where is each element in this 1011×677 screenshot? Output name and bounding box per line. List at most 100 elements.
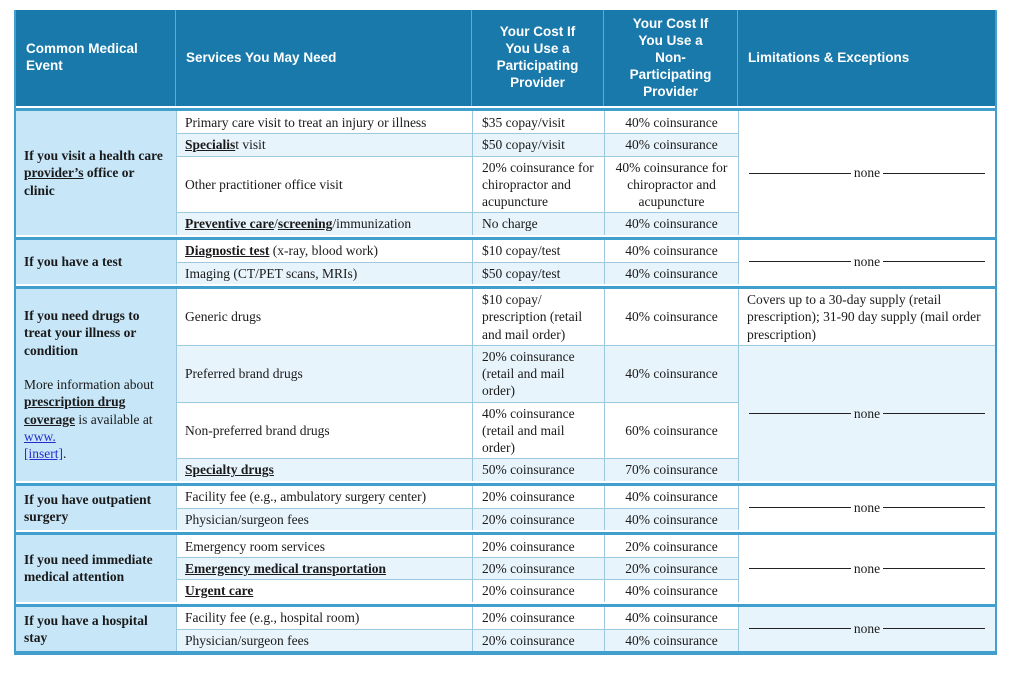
text-segment: provider’s [24, 165, 84, 181]
col-header-participating-provider-cost: Your Cost If You Use a Participating Pro… [472, 10, 604, 107]
non-participating-cost-value: 40% coinsurance [625, 114, 718, 130]
service-cell: Non-preferred brand drugs [176, 401, 472, 459]
dash-line [883, 172, 985, 174]
participating-cost-cell: 20% coinsurance [472, 535, 604, 558]
limitations-cell: none [738, 606, 995, 652]
text-segment: office or clinic [24, 165, 135, 198]
participating-cost-value: 20% coinsurance [482, 561, 575, 577]
table-header-row: Common Medical Event Services You May Ne… [16, 10, 995, 107]
col-header-non-participating-provider-cost: Your Cost If You Use a Non- Participatin… [604, 10, 738, 107]
limitations-text: Covers up to a 30-day supply (retail pre… [747, 291, 981, 342]
event-cell: If you visit a health care provider’s of… [16, 111, 176, 235]
non-participating-cost-value: 60% coinsurance [625, 422, 718, 438]
participating-cost-cell: 40% coinsurance (retail and mail order) [472, 401, 604, 459]
participating-cost-value: No charge [482, 216, 538, 232]
coverage-section: If you have outpatient surgery Facility f… [16, 482, 995, 531]
non-participating-cost-value: 40% coinsurance [625, 511, 718, 527]
participating-cost-cell: $10 copay/test [472, 239, 604, 262]
text-segment: Physician/surgeon fees [185, 511, 309, 527]
participating-cost-value: $35 copay/visit [482, 114, 565, 130]
event-cell: If you have outpatient surgery [16, 485, 176, 531]
non-participating-cost-value: 40% coinsurance [625, 243, 718, 259]
text-segment: Urgent care [185, 583, 254, 599]
dash-line [883, 261, 985, 263]
participating-cost-value: 40% coinsurance (retail and mail order) [482, 405, 575, 456]
dash-line [749, 172, 851, 174]
non-participating-cost-cell: 40% coinsurance for chiropractor and acu… [604, 155, 738, 213]
limitations-cell: none [738, 111, 995, 235]
event-cell: If you need drugs to treat your illness … [16, 288, 176, 481]
service-cell: Facility fee (e.g., ambulatory surgery c… [176, 485, 472, 508]
text-segment: t visit [235, 137, 266, 153]
participating-cost-value: 20% coinsurance (retail and mail order) [482, 348, 575, 399]
limitations-cell: none [738, 535, 995, 602]
participating-cost-cell: 50% coinsurance [472, 458, 604, 481]
text-segment: Emergency room services [185, 538, 325, 554]
event-cell: If you need immediate medical attention [16, 535, 176, 602]
non-participating-cost-cell: 40% coinsurance [604, 485, 738, 508]
participating-cost-cell: 20% coinsurance (retail and mail order) [472, 344, 604, 402]
service-cell: Imaging (CT/PET scans, MRIs) [176, 261, 472, 284]
dash-line [749, 567, 851, 569]
text-segment: Non-preferred brand drugs [185, 422, 330, 438]
service-cell: Physician/surgeon fees [176, 628, 472, 652]
none-label: none [853, 165, 881, 181]
non-participating-cost-cell: 40% coinsurance [604, 344, 738, 402]
dash-line [883, 628, 985, 630]
participating-cost-cell: 20% coinsurance [472, 557, 604, 580]
none-indicator: none [747, 499, 987, 516]
service-cell: Specialist visit [176, 133, 472, 156]
text-segment: If you have a hospital stay [24, 612, 148, 645]
dash-line [883, 412, 985, 414]
non-participating-cost-value: 40% coinsurance [625, 309, 718, 325]
non-participating-cost-cell: 40% coinsurance [604, 212, 738, 235]
text-segment: /immunization [332, 216, 412, 232]
text-segment: Diagnostic test [185, 243, 270, 259]
service-cell: Specialty drugs [176, 458, 472, 481]
text-segment: . [62, 446, 67, 462]
none-indicator: none [747, 405, 987, 422]
text-segment: Generic drugs [185, 309, 262, 325]
text-segment: Facility fee (e.g., ambulatory surgery c… [185, 489, 427, 505]
non-participating-cost-value: 40% coinsurance [625, 366, 718, 382]
participating-cost-cell: No charge [472, 212, 604, 235]
participating-cost-cell: $35 copay/visit [472, 111, 604, 134]
section-divider-gap: If you need drugs to treat your illness … [16, 283, 995, 481]
service-cell: Other practitioner office visit [176, 155, 472, 213]
text-segment: / [274, 216, 278, 232]
participating-cost-value: 20% coinsurance [482, 538, 575, 554]
text-segment: screening [277, 216, 333, 232]
non-participating-cost-value: 40% coinsurance [625, 610, 718, 626]
service-cell: Preventive care/screening/immunization [176, 212, 472, 235]
participating-cost-cell: 20% coinsurance [472, 485, 604, 508]
event-cell: If you have a hospital stay [16, 606, 176, 652]
text-segment: If you have a test [24, 254, 123, 270]
section-divider-gap: If you have a test Diagnostic test (x-ray… [16, 234, 995, 284]
non-participating-cost-cell: 20% coinsurance [604, 535, 738, 558]
non-participating-cost-value: 40% coinsurance for chiropractor and acu… [615, 159, 728, 210]
limitations-cell: none [738, 239, 995, 284]
dash-line [749, 507, 851, 509]
dash-line [883, 567, 985, 569]
text-segment: Specialis [185, 137, 236, 153]
non-participating-cost-value: 70% coinsurance [625, 462, 718, 478]
participating-cost-value: $10 copay/test [482, 243, 561, 259]
participating-cost-value: $50 copay/visit [482, 137, 565, 153]
service-cell: Facility fee (e.g., hospital room) [176, 606, 472, 629]
coverage-section: If you have a hospital stay Facility fee … [16, 603, 995, 652]
table-body: If you visit a health care provider’s of… [16, 106, 995, 652]
participating-cost-value: 20% coinsurance [482, 632, 575, 648]
event-cell: If you have a test [16, 239, 176, 284]
text-segment: is available at [74, 411, 153, 427]
non-participating-cost-cell: 40% coinsurance [604, 111, 738, 134]
section-divider-gap: If you need immediate medical attention E… [16, 530, 995, 602]
section-divider-gap: If you have a hospital stay Facility fee … [16, 601, 995, 652]
non-participating-cost-value: 20% coinsurance [625, 538, 718, 554]
non-participating-cost-value: 20% coinsurance [625, 561, 718, 577]
non-participating-cost-cell: 40% coinsurance [604, 579, 738, 602]
prescription-coverage-link[interactable]: www. [insert] [24, 428, 63, 462]
non-participating-cost-cell: 40% coinsurance [604, 288, 738, 345]
participating-cost-cell: 20% coinsurance [472, 628, 604, 652]
text-segment: Other practitioner office visit [185, 176, 343, 192]
non-participating-cost-value: 40% coinsurance [625, 489, 718, 505]
